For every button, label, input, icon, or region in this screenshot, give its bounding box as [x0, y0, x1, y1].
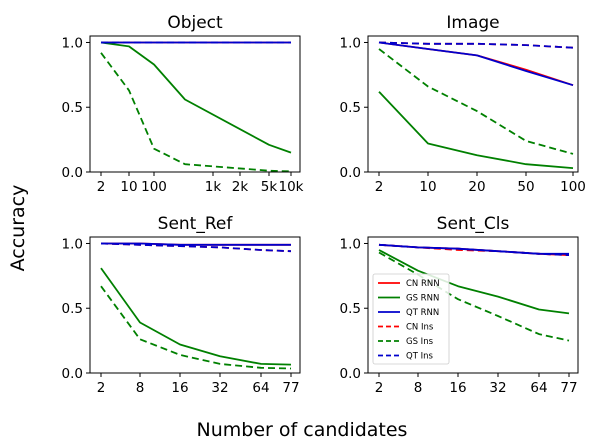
- panel-title: Image: [446, 13, 499, 33]
- y-tick-label: 0.5: [62, 100, 83, 116]
- x-tick-label: 10: [419, 179, 436, 195]
- x-tick-label: 8: [136, 380, 145, 396]
- y-tick-label: 0.5: [62, 301, 83, 317]
- x-tick-label: 1k: [205, 179, 222, 195]
- axes-frame: [89, 236, 301, 374]
- series-line-gs-rnn: [378, 249, 570, 315]
- series-line-qt-ins: [378, 243, 570, 256]
- legend-label-gs-ins: GS Ins: [406, 337, 434, 347]
- axes-frame: [89, 35, 301, 173]
- x-tick-label: 10k: [279, 179, 304, 195]
- x-tick-label: 10: [120, 179, 137, 195]
- x-tick-label: 77: [560, 380, 577, 396]
- panel-sent-cls: Sent_Cls 0.0 0.5 1.0 2 8 16 32 64 77 CN RNN GS RNN Q…: [340, 214, 579, 396]
- y-tick-label: 0.0: [340, 366, 361, 382]
- x-tick-label: 2: [375, 179, 384, 195]
- figure-y-axis-label: Accuracy: [7, 185, 29, 272]
- x-tick-label: 32: [211, 380, 228, 396]
- x-tick-label: 50: [517, 179, 534, 195]
- y-tick-label: 0.0: [62, 165, 83, 181]
- series-line-gs-rnn: [378, 91, 574, 169]
- series-line-qt-ins: [100, 242, 292, 253]
- x-tick-label: 5k: [261, 179, 278, 195]
- legend-label-gs-rnn: GS RNN: [406, 294, 439, 304]
- x-tick-label: 2: [97, 179, 106, 195]
- series-line-gs-ins: [378, 251, 570, 342]
- x-tick-label: 8: [414, 380, 423, 396]
- series-line-gs-ins: [378, 48, 574, 155]
- x-tick-label: 2: [97, 380, 106, 396]
- y-tick-label: 1.0: [62, 35, 83, 51]
- x-tick-label: 2k: [232, 179, 249, 195]
- x-tick-label: 20: [468, 179, 485, 195]
- panel-image: Image 0.0 0.5 1.0 2 10 20 50 100: [340, 13, 586, 195]
- panel-title: Sent_Cls: [437, 214, 510, 234]
- y-tick-label: 0.5: [340, 301, 361, 317]
- legend: CN RNN GS RNN QT RNN CN Ins GS Ins QT Ins: [372, 273, 450, 365]
- legend-label-qt-rnn: QT RNN: [406, 308, 439, 318]
- series-line-qt-rnn: [378, 41, 574, 87]
- y-tick-label: 0.0: [340, 165, 361, 181]
- series-line-gs-rnn: [100, 41, 292, 154]
- series-line-gs-ins: [100, 285, 292, 370]
- figure-x-axis-label: Number of candidates: [197, 419, 408, 441]
- series-line-gs-rnn: [100, 267, 292, 366]
- legend-box: [372, 273, 450, 365]
- series-line-qt-rnn: [101, 242, 291, 246]
- panel-object: Object 0.0 0.5 1.0 2 10 100 1k 2k 5k 10k: [62, 13, 304, 195]
- x-tick-label: 2: [375, 380, 384, 396]
- x-tick-label: 100: [141, 179, 167, 195]
- x-tick-label: 32: [489, 380, 506, 396]
- legend-label-qt-ins: QT Ins: [406, 352, 433, 362]
- legend-label-cn-ins: CN Ins: [406, 323, 434, 333]
- panel-sent-ref: Sent_Ref 0.0 0.5 1.0 2 8 16 32 64 77: [62, 214, 301, 396]
- y-tick-label: 0.5: [340, 100, 361, 116]
- x-tick-label: 16: [171, 380, 188, 396]
- y-tick-label: 0.0: [62, 366, 83, 382]
- series-line-gs-ins: [100, 52, 292, 173]
- y-tick-label: 1.0: [62, 236, 83, 252]
- series-line-cn-rnn: [378, 41, 574, 87]
- x-tick-label: 64: [530, 380, 547, 396]
- y-tick-label: 1.0: [340, 35, 361, 51]
- x-tick-label: 16: [449, 380, 466, 396]
- x-tick-label: 77: [282, 380, 299, 396]
- axes-frame: [367, 236, 579, 374]
- axes-frame: [367, 35, 579, 173]
- panel-title: Sent_Ref: [158, 214, 234, 234]
- y-tick-label: 1.0: [340, 236, 361, 252]
- panel-title: Object: [167, 13, 223, 33]
- x-tick-label: 100: [560, 179, 586, 195]
- x-tick-label: 64: [252, 380, 269, 396]
- legend-label-cn-rnn: CN RNN: [406, 279, 440, 289]
